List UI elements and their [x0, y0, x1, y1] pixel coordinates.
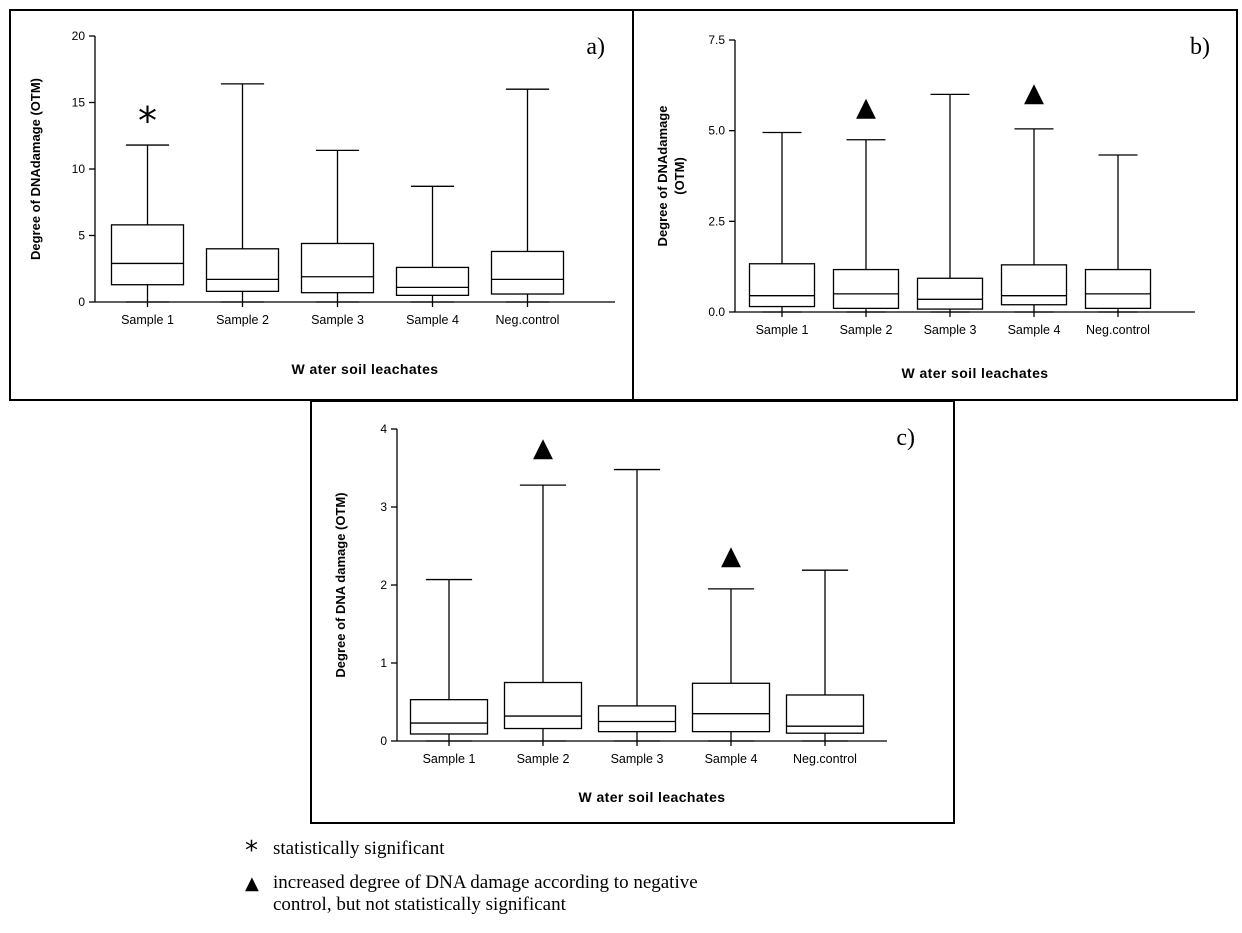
triangle-icon: ▲ [721, 541, 741, 571]
y-axis-label-line: Degree of DNAdamage [655, 106, 670, 247]
x-tick-label: Neg.control [793, 752, 857, 766]
y-tick-label: 0.0 [708, 305, 725, 319]
y-axis-label: Degree of DNA damage (OTM) [333, 492, 348, 677]
x-tick-label: Sample 2 [216, 313, 269, 327]
panel-border [9, 9, 634, 401]
x-tick-label: Sample 1 [423, 752, 476, 766]
box-iqr [691, 682, 771, 733]
panel-border [310, 400, 955, 824]
note-significant: * statistically significant [245, 836, 698, 866]
chart-panel-a: 0 5 10 15 20 Sample 1 Sample 2 Sample 3 Sample 4… [9, 9, 634, 401]
y-tick-label: 2 [380, 578, 387, 592]
panel-label: a) [586, 34, 605, 60]
box-iqr [503, 681, 583, 730]
y-tick-label: 0 [78, 295, 85, 309]
chart-panel-b: 0.0 2.5 5.0 7.5 Sample 1 Sample 2 Sample 3 Samp… [632, 9, 1238, 401]
box-iqr [832, 268, 900, 310]
box-iqr [1084, 268, 1152, 310]
box-iqr [1000, 264, 1068, 306]
x-axis-label: W ater soil leachates [579, 789, 726, 805]
y-tick-label: 1 [380, 656, 387, 670]
x-tick-label: Sample 4 [406, 313, 459, 327]
box-iqr [916, 277, 984, 310]
triangle-icon: ▲ [533, 433, 553, 463]
y-tick-label: 20 [72, 29, 86, 43]
asterisk-icon: * [138, 99, 157, 143]
y-tick-label: 10 [72, 162, 86, 176]
y-tick-label: 3 [380, 500, 387, 514]
x-tick-label: Sample 4 [705, 752, 758, 766]
y-tick-label: 0 [380, 734, 387, 748]
panel-label: b) [1190, 34, 1210, 60]
x-tick-label: Sample 3 [611, 752, 664, 766]
x-tick-label: Sample 3 [924, 323, 977, 337]
x-tick-label: Sample 1 [121, 313, 174, 327]
x-axis-label: W ater soil leachates [902, 365, 1049, 381]
x-tick-label: Sample 3 [311, 313, 364, 327]
panel-label: c) [896, 425, 915, 451]
box-iqr [748, 263, 816, 308]
y-tick-label: 15 [72, 96, 86, 110]
note-increased: ▲ increased degree of DNA damage accordi… [245, 872, 698, 916]
triangle-icon: ▲ [856, 92, 876, 122]
note-significant-text: statistically significant [273, 838, 445, 859]
box-iqr [785, 694, 865, 734]
box-iqr [395, 266, 470, 297]
box-iqr [205, 248, 280, 293]
y-tick-label: 2.5 [708, 214, 725, 228]
y-tick-label: 5 [78, 229, 85, 243]
panel-border [632, 9, 1238, 401]
note-increased-text-line2: control, but not statistically significa… [273, 894, 566, 915]
x-axis-label: W ater soil leachates [292, 361, 439, 377]
chart-panel-c: 0 1 2 3 4 Sample 1 Sample 2 Sample 3 Sample 4 Neg… [310, 400, 955, 824]
x-tick-label: Sample 4 [1008, 323, 1061, 337]
x-tick-label: Sample 2 [840, 323, 893, 337]
x-tick-label: Neg.control [1086, 323, 1150, 337]
triangle-icon: ▲ [1024, 78, 1044, 108]
x-tick-label: Sample 2 [517, 752, 570, 766]
x-tick-label: Sample 1 [756, 323, 809, 337]
triangle-icon: ▲ [245, 873, 259, 894]
figure-notes: * statistically significant ▲ increased … [245, 836, 698, 916]
box-iqr [490, 250, 565, 295]
box-iqr [110, 224, 185, 286]
x-tick-label: Neg.control [496, 313, 560, 327]
y-axis-label: Degree of DNAdamage (OTM) [655, 106, 687, 247]
y-tick-label: 7.5 [708, 33, 725, 47]
y-axis-label-line: (OTM) [672, 157, 687, 195]
box-iqr [300, 242, 375, 294]
note-increased-text-line1: increased degree of DNA damage according… [273, 872, 698, 893]
box-iqr [409, 699, 489, 735]
y-tick-label: 4 [380, 422, 387, 436]
y-tick-label: 5.0 [708, 124, 725, 138]
y-axis-label: Degree of DNAdamage (OTM) [28, 78, 43, 260]
asterisk-icon: * [245, 836, 258, 866]
box-iqr [597, 705, 677, 733]
